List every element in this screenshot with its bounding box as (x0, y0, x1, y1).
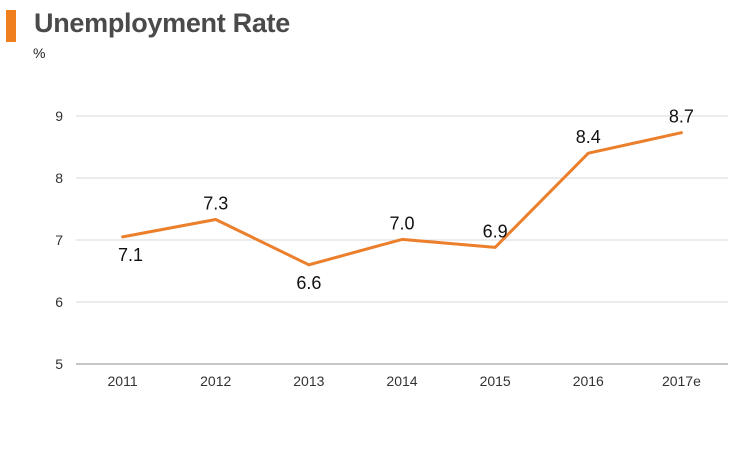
x-tick-2014: 2014 (386, 373, 417, 389)
data-label-2013: 6.6 (296, 273, 321, 293)
unit-label: % (33, 45, 46, 61)
data-label-2011: 7.1 (118, 245, 143, 265)
y-tick-8: 8 (55, 170, 63, 186)
x-tick-2017e: 2017e (662, 373, 701, 389)
data-label-2016: 8.4 (576, 127, 601, 147)
chart-title: Unemployment Rate (34, 8, 290, 38)
x-tick-labels: 2011 2012 2013 2014 2015 2016 2017e (108, 373, 702, 389)
y-tick-labels: 5 6 7 8 9 (55, 108, 63, 372)
gridlines (76, 115, 728, 365)
y-tick-9: 9 (55, 108, 63, 124)
x-tick-2016: 2016 (573, 373, 604, 389)
data-label-2017e: 8.7 (669, 107, 694, 127)
x-tick-2015: 2015 (480, 373, 511, 389)
data-labels: 7.1 7.3 6.6 7.0 6.9 8.4 8.7 (118, 107, 694, 293)
x-tick-2012: 2012 (200, 373, 231, 389)
y-tick-6: 6 (55, 294, 63, 310)
y-tick-5: 5 (55, 356, 63, 372)
data-label-2014: 7.0 (389, 213, 414, 233)
x-tick-2013: 2013 (293, 373, 324, 389)
data-label-2015: 6.9 (483, 221, 508, 241)
series-line (121, 131, 683, 267)
title-accent-bar (6, 10, 16, 42)
y-tick-7: 7 (55, 232, 63, 248)
x-tick-2011: 2011 (108, 373, 138, 389)
data-label-2012: 7.3 (203, 194, 228, 214)
